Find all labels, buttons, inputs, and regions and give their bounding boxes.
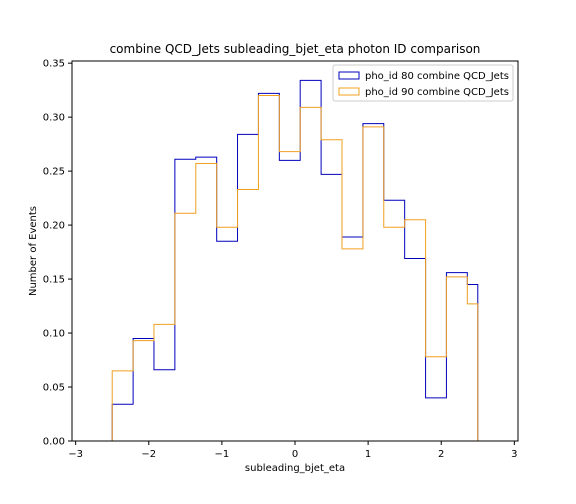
y-tick-label: 0.30: [43, 113, 65, 124]
y-tick-label: 0.00: [43, 437, 65, 448]
y-tick-label: 0.05: [43, 383, 65, 394]
x-tick-label: −3: [68, 449, 83, 460]
x-tick-label: −2: [141, 449, 156, 460]
chart-title: combine QCD_Jets subleading_bjet_eta pho…: [110, 42, 481, 56]
y-tick-label: 0.10: [43, 329, 65, 340]
legend-swatch-2: [338, 87, 360, 96]
legend-label-1: pho_id 80 combine QCD_Jets: [365, 71, 509, 82]
axes: −3 −2 −1 0 1 2 3 0.00 0.05 0.10 0.15 0.20 0.25 0.30 0.…: [43, 59, 519, 460]
legend-label-2: pho_id 90 combine QCD_Jets: [365, 87, 509, 98]
series-2-outline: [111, 95, 479, 441]
y-axis-title: Number of Events: [28, 206, 39, 296]
x-tick-label: 0: [292, 449, 298, 460]
legend-box: [332, 64, 514, 102]
series-layer: [111, 79, 479, 441]
legend: pho_id 80 combine QCD_Jets pho_id 90 comb…: [332, 64, 514, 102]
series-2: [111, 95, 479, 441]
legend-swatch-1: [338, 71, 360, 80]
y-tick-label: 0.20: [43, 221, 65, 232]
y-tick-label: 0.15: [43, 275, 65, 286]
x-axis-title: subleading_bjet_eta: [245, 463, 345, 474]
x-tick-label: 1: [365, 449, 371, 460]
x-tick-label: 3: [511, 449, 517, 460]
x-tick-label: 2: [438, 449, 444, 460]
y-tick-label: 0.35: [43, 59, 65, 70]
x-tick-label: −1: [215, 449, 230, 460]
y-tick-label: 0.25: [43, 167, 65, 178]
